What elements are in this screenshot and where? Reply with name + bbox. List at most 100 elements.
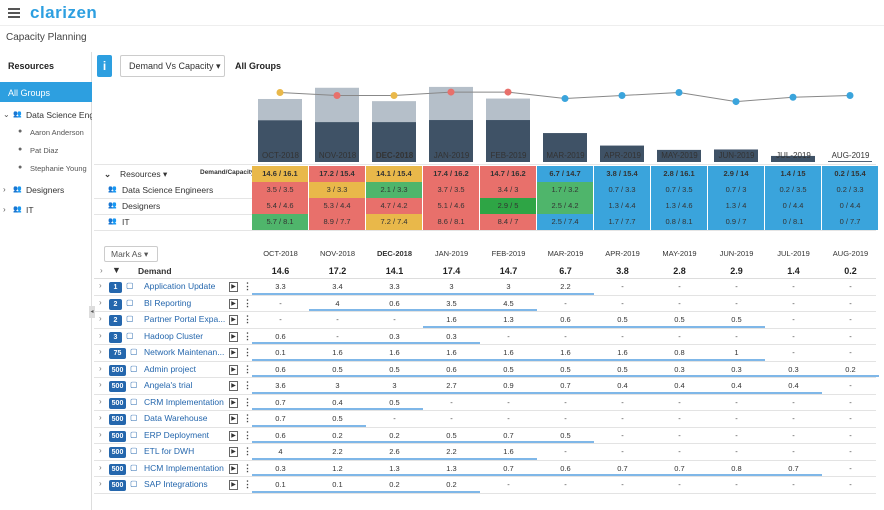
capacity-cell[interactable]: 2.8 / 16.1	[651, 166, 708, 182]
demand-value[interactable]: 0.3	[788, 364, 799, 374]
play-icon[interactable]: ▶	[229, 463, 238, 474]
demand-value[interactable]: -	[735, 397, 738, 407]
capacity-cell[interactable]: 0.2 / 3.5	[765, 182, 822, 198]
project-name-link[interactable]: BI Reporting	[144, 297, 192, 308]
capacity-cell[interactable]: 2.5 / 7.4	[537, 214, 594, 230]
more-options-icon[interactable]: ⋮	[243, 462, 252, 473]
demand-value[interactable]: -	[678, 282, 681, 291]
demand-value[interactable]: -	[849, 381, 852, 390]
demand-value[interactable]: -	[735, 447, 738, 456]
demand-value[interactable]: 1.6	[446, 348, 457, 357]
capacity-cell[interactable]: 1.3 / 4.6	[651, 198, 708, 214]
demand-value[interactable]: -	[621, 298, 624, 308]
demand-value[interactable]: -	[564, 298, 567, 308]
resource-group-item[interactable]: › 👥 IT	[0, 203, 92, 221]
demand-value[interactable]: 0.5	[674, 315, 685, 324]
resource-group-item[interactable]: ● Pat Diaz	[0, 144, 92, 162]
capacity-cell[interactable]: 3.4 / 3	[480, 182, 537, 198]
more-options-icon[interactable]: ⋮	[243, 479, 252, 489]
demand-value[interactable]: 0.6	[560, 315, 571, 324]
demand-value[interactable]: 0.1	[275, 348, 286, 357]
resource-group-item[interactable]: › 👥 Designers	[0, 183, 92, 201]
demand-value[interactable]: -	[621, 430, 624, 440]
demand-value[interactable]: -	[849, 480, 852, 489]
more-options-icon[interactable]: ⋮	[243, 347, 252, 357]
capacity-cell[interactable]: 1.3 / 4.4	[594, 198, 651, 214]
demand-value[interactable]: 0.1	[332, 480, 343, 489]
chevron-right-icon[interactable]: ›	[99, 413, 102, 422]
capacity-cell[interactable]: 14.7 / 16.2	[480, 166, 537, 182]
demand-value[interactable]: -	[279, 315, 282, 324]
project-row[interactable]: › 3 ▢ Hadoop Cluster ▶ ⋮ 0.6 - 0.3 0.3 - - - - - -…	[94, 329, 876, 345]
demand-value[interactable]: -	[792, 282, 795, 291]
collapse-panel-handle[interactable]: ◂	[89, 306, 95, 318]
demand-value[interactable]: 0.3	[275, 463, 286, 473]
demand-value[interactable]: 2.2	[446, 447, 457, 456]
all-groups-item[interactable]: All Groups	[0, 82, 92, 102]
demand-value[interactable]: -	[792, 447, 795, 456]
demand-value[interactable]: 0.5	[617, 364, 628, 374]
capacity-cell[interactable]: 0.8 / 8.1	[651, 214, 708, 230]
demand-value[interactable]: 2.7	[446, 381, 457, 390]
capacity-point[interactable]	[447, 88, 455, 96]
capacity-point[interactable]	[846, 92, 854, 100]
project-name-link[interactable]: CRM Implementation	[144, 396, 224, 407]
capacity-cell[interactable]: 8.6 / 8.1	[423, 214, 480, 230]
demand-value[interactable]: -	[678, 331, 681, 341]
project-name-link[interactable]: Network Maintenan...	[144, 347, 225, 357]
capacity-point[interactable]	[333, 92, 341, 100]
demand-value[interactable]: -	[792, 430, 795, 440]
project-name-link[interactable]: Application Update	[144, 281, 216, 291]
demand-value[interactable]: -	[450, 414, 453, 423]
chevron-right-icon[interactable]: ›	[99, 429, 102, 439]
demand-value[interactable]: -	[735, 430, 738, 440]
project-row[interactable]: › 2 ▢ Partner Portal Expa... ▶ ⋮ - - - 1.6 1.…	[94, 312, 876, 329]
demand-value[interactable]: 0.3	[389, 331, 400, 341]
demand-value[interactable]: 3.4	[332, 282, 343, 291]
demand-value[interactable]: 0.6	[275, 430, 286, 440]
capacity-point[interactable]	[789, 93, 797, 101]
demand-value[interactable]: -	[678, 298, 681, 308]
demand-value[interactable]: -	[792, 315, 795, 324]
chevron-right-icon[interactable]: ›	[99, 396, 102, 406]
project-row[interactable]: › 500 ▢ HCM Implementation ▶ ⋮ 0.3 1.2 1.3 1…	[94, 461, 876, 477]
capacity-cell[interactable]: 0.2 / 15.4	[822, 166, 879, 182]
chevron-down-icon[interactable]: ⌄	[3, 110, 10, 119]
more-options-icon[interactable]: ⋮	[243, 314, 252, 324]
more-options-icon[interactable]: ⋮	[243, 281, 252, 291]
chevron-right-icon[interactable]: ›	[99, 314, 102, 323]
demand-value[interactable]: -	[621, 447, 624, 456]
demand-value[interactable]: 0.4	[617, 381, 628, 390]
capacity-cell[interactable]: 3 / 3.3	[309, 182, 366, 198]
demand-value[interactable]: -	[621, 480, 624, 489]
demand-value[interactable]: 1.2	[332, 463, 343, 473]
demand-value[interactable]: -	[279, 298, 282, 308]
demand-value[interactable]: -	[336, 315, 339, 324]
demand-value[interactable]: 0.2	[845, 364, 856, 374]
play-icon[interactable]: ▶	[229, 298, 238, 309]
play-icon[interactable]: ▶	[229, 430, 238, 441]
demand-value[interactable]: -	[792, 331, 795, 341]
capacity-cell[interactable]: 17.2 / 15.4	[309, 166, 366, 182]
demand-value[interactable]: 3	[392, 381, 397, 390]
project-row[interactable]: › 1 ▢ Application Update ▶ ⋮ 3.3 3.4 3.3 3 3 2…	[94, 279, 876, 296]
demand-value[interactable]: 0.6	[560, 463, 571, 473]
filter-icon[interactable]: ▼	[112, 265, 121, 275]
demand-value[interactable]: 0.3	[674, 364, 685, 374]
more-options-icon[interactable]: ⋮	[243, 297, 252, 308]
demand-value[interactable]: 0.5	[560, 430, 571, 440]
demand-value[interactable]: -	[564, 414, 567, 423]
demand-value[interactable]: 0.8	[674, 348, 685, 357]
capacity-cell[interactable]: 0 / 8.1	[765, 214, 822, 230]
view-dropdown[interactable]: Demand Vs Capacity ▾	[120, 55, 225, 77]
demand-value[interactable]: 0.6	[389, 298, 400, 308]
demand-value[interactable]: -	[735, 414, 738, 423]
capacity-cell[interactable]: 0.9 / 7	[708, 214, 765, 230]
demand-value[interactable]: -	[507, 414, 510, 423]
info-button[interactable]: i	[97, 55, 112, 77]
demand-value[interactable]: -	[735, 480, 738, 489]
project-row[interactable]: › 500 ▢ SAP Integrations ▶ ⋮ 0.1 0.1 0.2 0.2…	[94, 477, 876, 494]
project-row[interactable]: › 2 ▢ BI Reporting ▶ ⋮ - 4 0.6 3.5 4.5 - - - - - -	[94, 296, 876, 312]
resource-group-item[interactable]: ● Aaron Anderson	[0, 126, 92, 144]
demand-value[interactable]: -	[678, 430, 681, 440]
